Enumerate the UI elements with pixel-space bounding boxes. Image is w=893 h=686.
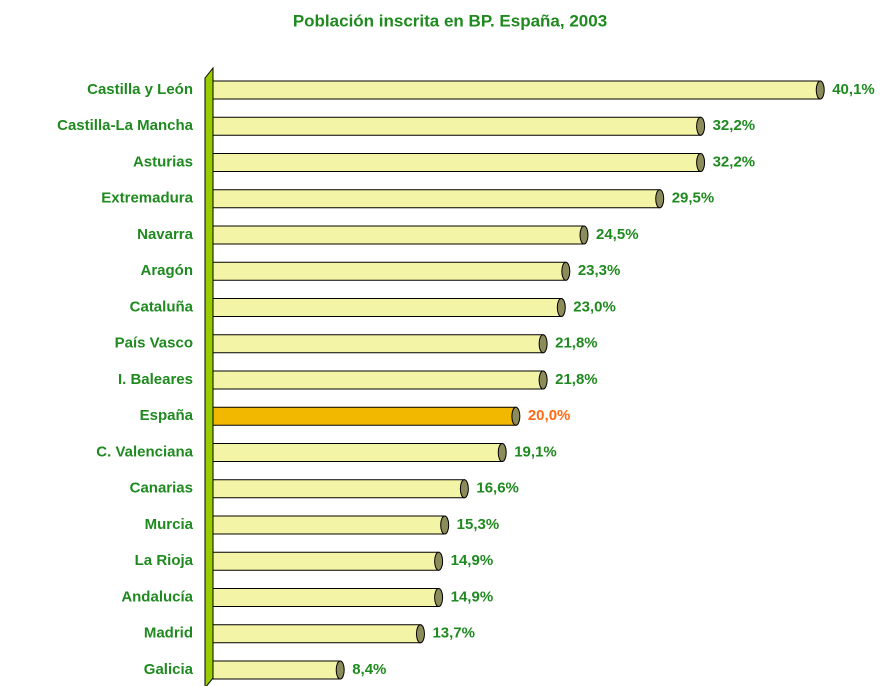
bar-cap <box>556 298 566 317</box>
bar <box>212 153 702 172</box>
bar <box>212 479 465 499</box>
bar-cap <box>497 443 507 462</box>
bar-cap <box>538 334 548 354</box>
bar <box>212 624 421 644</box>
category-label: Extremadura <box>101 190 193 207</box>
category-label: Madrid <box>144 625 193 642</box>
category-label: Andalucía <box>121 588 193 605</box>
bar <box>212 334 544 354</box>
value-label: 13,7% <box>432 625 475 642</box>
category-label: Aragón <box>141 262 194 279</box>
value-label: 21,8% <box>555 371 598 388</box>
value-label: 40,1% <box>832 81 875 98</box>
bar <box>212 189 661 209</box>
bar-cap <box>335 660 345 680</box>
category-label: I. Baleares <box>118 371 193 388</box>
category-label: Cataluña <box>130 298 194 315</box>
bar <box>212 588 440 607</box>
value-label: 21,8% <box>555 335 598 352</box>
value-label: 14,9% <box>451 552 494 569</box>
category-label: La Rioja <box>135 552 194 569</box>
value-label: 20,0% <box>528 407 571 424</box>
value-label: 24,5% <box>596 226 639 243</box>
value-label: 16,6% <box>476 480 519 497</box>
category-label: Asturias <box>133 153 193 170</box>
category-label: Castilla-La Mancha <box>57 117 194 134</box>
bar-cap <box>538 370 548 390</box>
value-label: 15,3% <box>457 516 500 533</box>
bar-cap <box>434 588 444 607</box>
value-label: 19,1% <box>514 443 557 460</box>
bar-cap <box>415 624 425 644</box>
axis-wall <box>204 66 214 686</box>
bar-cap <box>696 153 706 172</box>
bar-cap <box>696 116 706 136</box>
category-label: España <box>140 407 194 424</box>
bar-cap <box>459 479 469 499</box>
bar <box>212 298 562 317</box>
bar <box>212 370 544 390</box>
bar <box>212 551 440 571</box>
category-label: Murcia <box>145 516 194 533</box>
value-label: 29,5% <box>672 190 715 207</box>
bar <box>212 261 567 281</box>
value-label: 32,2% <box>713 153 756 170</box>
bar-cap <box>579 225 589 245</box>
category-label: Canarias <box>130 480 193 497</box>
value-label: 14,9% <box>451 588 494 605</box>
bar <box>212 443 503 462</box>
category-label: País Vasco <box>115 335 193 352</box>
bar-cap <box>815 80 825 100</box>
bar <box>212 116 702 136</box>
value-label: 23,3% <box>578 262 621 279</box>
category-label: C. Valenciana <box>96 443 193 460</box>
bar <box>212 406 517 426</box>
category-label: Castilla y León <box>87 81 193 98</box>
bar-cap <box>511 406 521 426</box>
bar-cap <box>561 261 571 281</box>
bar-cap <box>434 551 444 571</box>
bar <box>212 660 341 680</box>
category-label: Galicia <box>144 661 194 678</box>
value-label: 32,2% <box>713 117 756 134</box>
category-label: Navarra <box>137 226 194 243</box>
bar <box>212 80 821 100</box>
bar <box>212 225 585 245</box>
bar <box>212 515 446 535</box>
bar-cap <box>655 189 665 209</box>
value-label: 8,4% <box>352 661 386 678</box>
bar-cap <box>440 515 450 535</box>
value-label: 23,0% <box>573 298 616 315</box>
chart-title: Población inscrita en BP. España, 2003 <box>293 11 607 30</box>
